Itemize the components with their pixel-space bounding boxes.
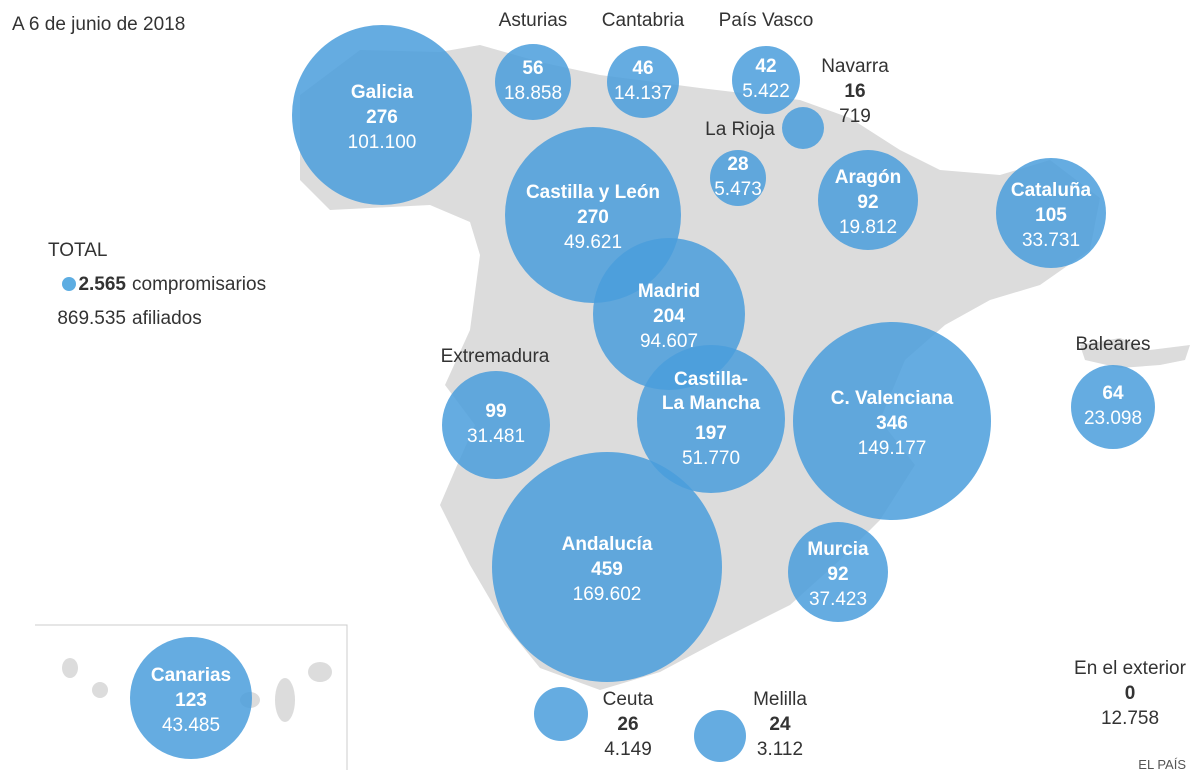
region-compromisarios-madrid: 204: [653, 306, 685, 327]
bubble-ceuta[interactable]: [534, 687, 588, 741]
region-name-melilla: Melilla: [753, 689, 807, 710]
region-afiliados-melilla: 3.112: [757, 739, 803, 760]
region-afiliados-castilla-y-leon: 49.621: [564, 232, 622, 253]
region-compromisarios-pais-vasco: 42: [755, 56, 776, 77]
region-compromisarios-galicia: 276: [366, 107, 398, 128]
region-compromisarios-c-valenciana: 346: [876, 413, 908, 434]
bubble-andalucia[interactable]: [492, 452, 722, 682]
exterior-compromisarios: 0: [1124, 683, 1136, 704]
region-name-c-valenciana: C. Valenciana: [831, 388, 954, 409]
region-name-castilla-la-mancha: Castilla-: [674, 369, 748, 390]
region-afiliados-andalucia: 169.602: [573, 584, 642, 605]
region-afiliados-baleares: 23.098: [1084, 408, 1142, 429]
canarias-island-shape: [275, 678, 295, 722]
region-compromisarios-extremadura: 99: [485, 401, 506, 422]
region-name-extremadura: Extremadura: [441, 346, 550, 367]
region-name-ceuta: Ceuta: [603, 689, 654, 710]
date-label: A 6 de junio de 2018: [12, 14, 186, 35]
region-compromisarios-cantabria: 46: [632, 58, 653, 79]
region-afiliados-aragon: 19.812: [839, 217, 897, 238]
region-compromisarios-ceuta: 26: [617, 714, 638, 735]
bubble-galicia[interactable]: [292, 25, 472, 205]
canarias-inset-border: [35, 624, 348, 770]
bubble-extremadura[interactable]: [442, 371, 550, 479]
region-compromisarios-aragon: 92: [857, 192, 878, 213]
region-compromisarios-canarias: 123: [175, 690, 207, 711]
exterior-block: En el exterior 0 12.758: [1060, 656, 1200, 731]
region-afiliados-c-valenciana: 149.177: [858, 438, 927, 459]
bubble-legend-icon: [62, 277, 77, 291]
region-afiliados-navarra: 719: [839, 106, 871, 127]
region-afiliados-pais-vasco: 5.422: [742, 81, 790, 102]
region-name-andalucia: Andalucía: [562, 534, 653, 555]
region-afiliados-cataluna: 33.731: [1022, 230, 1080, 251]
region-name-asturias: Asturias: [499, 10, 568, 31]
region-name-navarra: Navarra: [821, 56, 889, 77]
region-compromisarios-baleares: 64: [1102, 383, 1124, 404]
region-afiliados-ceuta: 4.149: [604, 739, 652, 760]
region-afiliados-extremadura: 31.481: [467, 426, 525, 447]
region-afiliados-canarias: 43.485: [162, 715, 220, 736]
region-name-madrid: Madrid: [638, 281, 700, 302]
bubbles-layer: [130, 25, 1155, 762]
region-compromisarios-castilla-la-mancha: 197: [695, 423, 727, 444]
region-afiliados-cantabria: 14.137: [614, 83, 672, 104]
region-name-pais-vasco: País Vasco: [719, 10, 814, 31]
bubble-navarra[interactable]: [782, 107, 824, 149]
canarias-island-shape: [308, 662, 332, 682]
bubble-cantabria[interactable]: [607, 46, 679, 118]
bubble-canarias[interactable]: [130, 637, 252, 759]
region-name-la-rioja: La Rioja: [705, 119, 775, 140]
legend-title: TOTAL: [48, 240, 108, 261]
credit-el-pais: EL PAÍS: [1138, 757, 1186, 772]
bubble-c-valenciana[interactable]: [793, 322, 991, 520]
region-afiliados-castilla-la-mancha: 51.770: [682, 448, 740, 469]
region-name-galicia: Galicia: [351, 82, 414, 103]
bubble-melilla[interactable]: [694, 710, 746, 762]
region-afiliados-galicia: 101.100: [348, 132, 417, 153]
region-name-aragon: Aragón: [835, 167, 902, 188]
region-name-murcia: Murcia: [807, 539, 869, 560]
legend-compromisarios-value: 2.565: [78, 274, 126, 295]
bubble-asturias[interactable]: [495, 44, 571, 120]
region-afiliados-la-rioja: 5.473: [714, 179, 762, 200]
legend-afiliados-label: afiliados: [132, 308, 202, 329]
legend-total: TOTAL 2.565 compromisarios 869.535 afiliad…: [30, 234, 266, 336]
legend-afiliados-value: 869.535: [57, 308, 126, 329]
exterior-name: En el exterior: [1074, 658, 1186, 679]
legend-compromisarios: 2.565 compromisarios: [30, 268, 266, 302]
canarias-island-shape: [92, 682, 108, 698]
bubble-baleares[interactable]: [1071, 365, 1155, 449]
region-compromisarios-la-rioja: 28: [727, 154, 748, 175]
region-name-baleares: Baleares: [1076, 334, 1151, 355]
region-compromisarios-castilla-y-leon: 270: [577, 207, 609, 228]
region-compromisarios-andalucia: 459: [591, 559, 623, 580]
region-compromisarios-melilla: 24: [769, 714, 791, 735]
region-compromisarios-navarra: 16: [844, 81, 865, 102]
region-compromisarios-cataluna: 105: [1035, 205, 1067, 226]
region-afiliados-asturias: 18.858: [504, 83, 562, 104]
bubble-aragon[interactable]: [818, 150, 918, 250]
legend-compromisarios-label: compromisarios: [132, 274, 267, 295]
region-compromisarios-murcia: 92: [827, 564, 848, 585]
region-name-castilla-la-mancha-line2: La Mancha: [662, 393, 761, 414]
region-afiliados-murcia: 37.423: [809, 589, 867, 610]
canarias-island-shape: [62, 658, 78, 678]
bubble-cataluna[interactable]: [996, 158, 1106, 268]
baleares-shape: [1080, 338, 1190, 368]
region-name-canarias: Canarias: [151, 665, 231, 686]
region-compromisarios-asturias: 56: [522, 58, 543, 79]
bubble-castilla-la-mancha[interactable]: [637, 345, 785, 493]
region-afiliados-madrid: 94.607: [640, 331, 698, 352]
legend-afiliados: 869.535 afiliados: [30, 302, 266, 336]
region-name-cataluna: Cataluña: [1011, 180, 1092, 201]
bubble-pais-vasco[interactable]: [732, 46, 800, 114]
exterior-afiliados: 12.758: [1100, 708, 1160, 729]
region-name-castilla-y-leon: Castilla y León: [526, 182, 660, 203]
bubble-murcia[interactable]: [788, 522, 888, 622]
labels-layer: Galicia 276 101.100 Asturias 56 18.858 Cantabr…: [151, 10, 1151, 760]
bubble-la-rioja[interactable]: [710, 150, 766, 206]
region-name-cantabria: Cantabria: [602, 10, 685, 31]
